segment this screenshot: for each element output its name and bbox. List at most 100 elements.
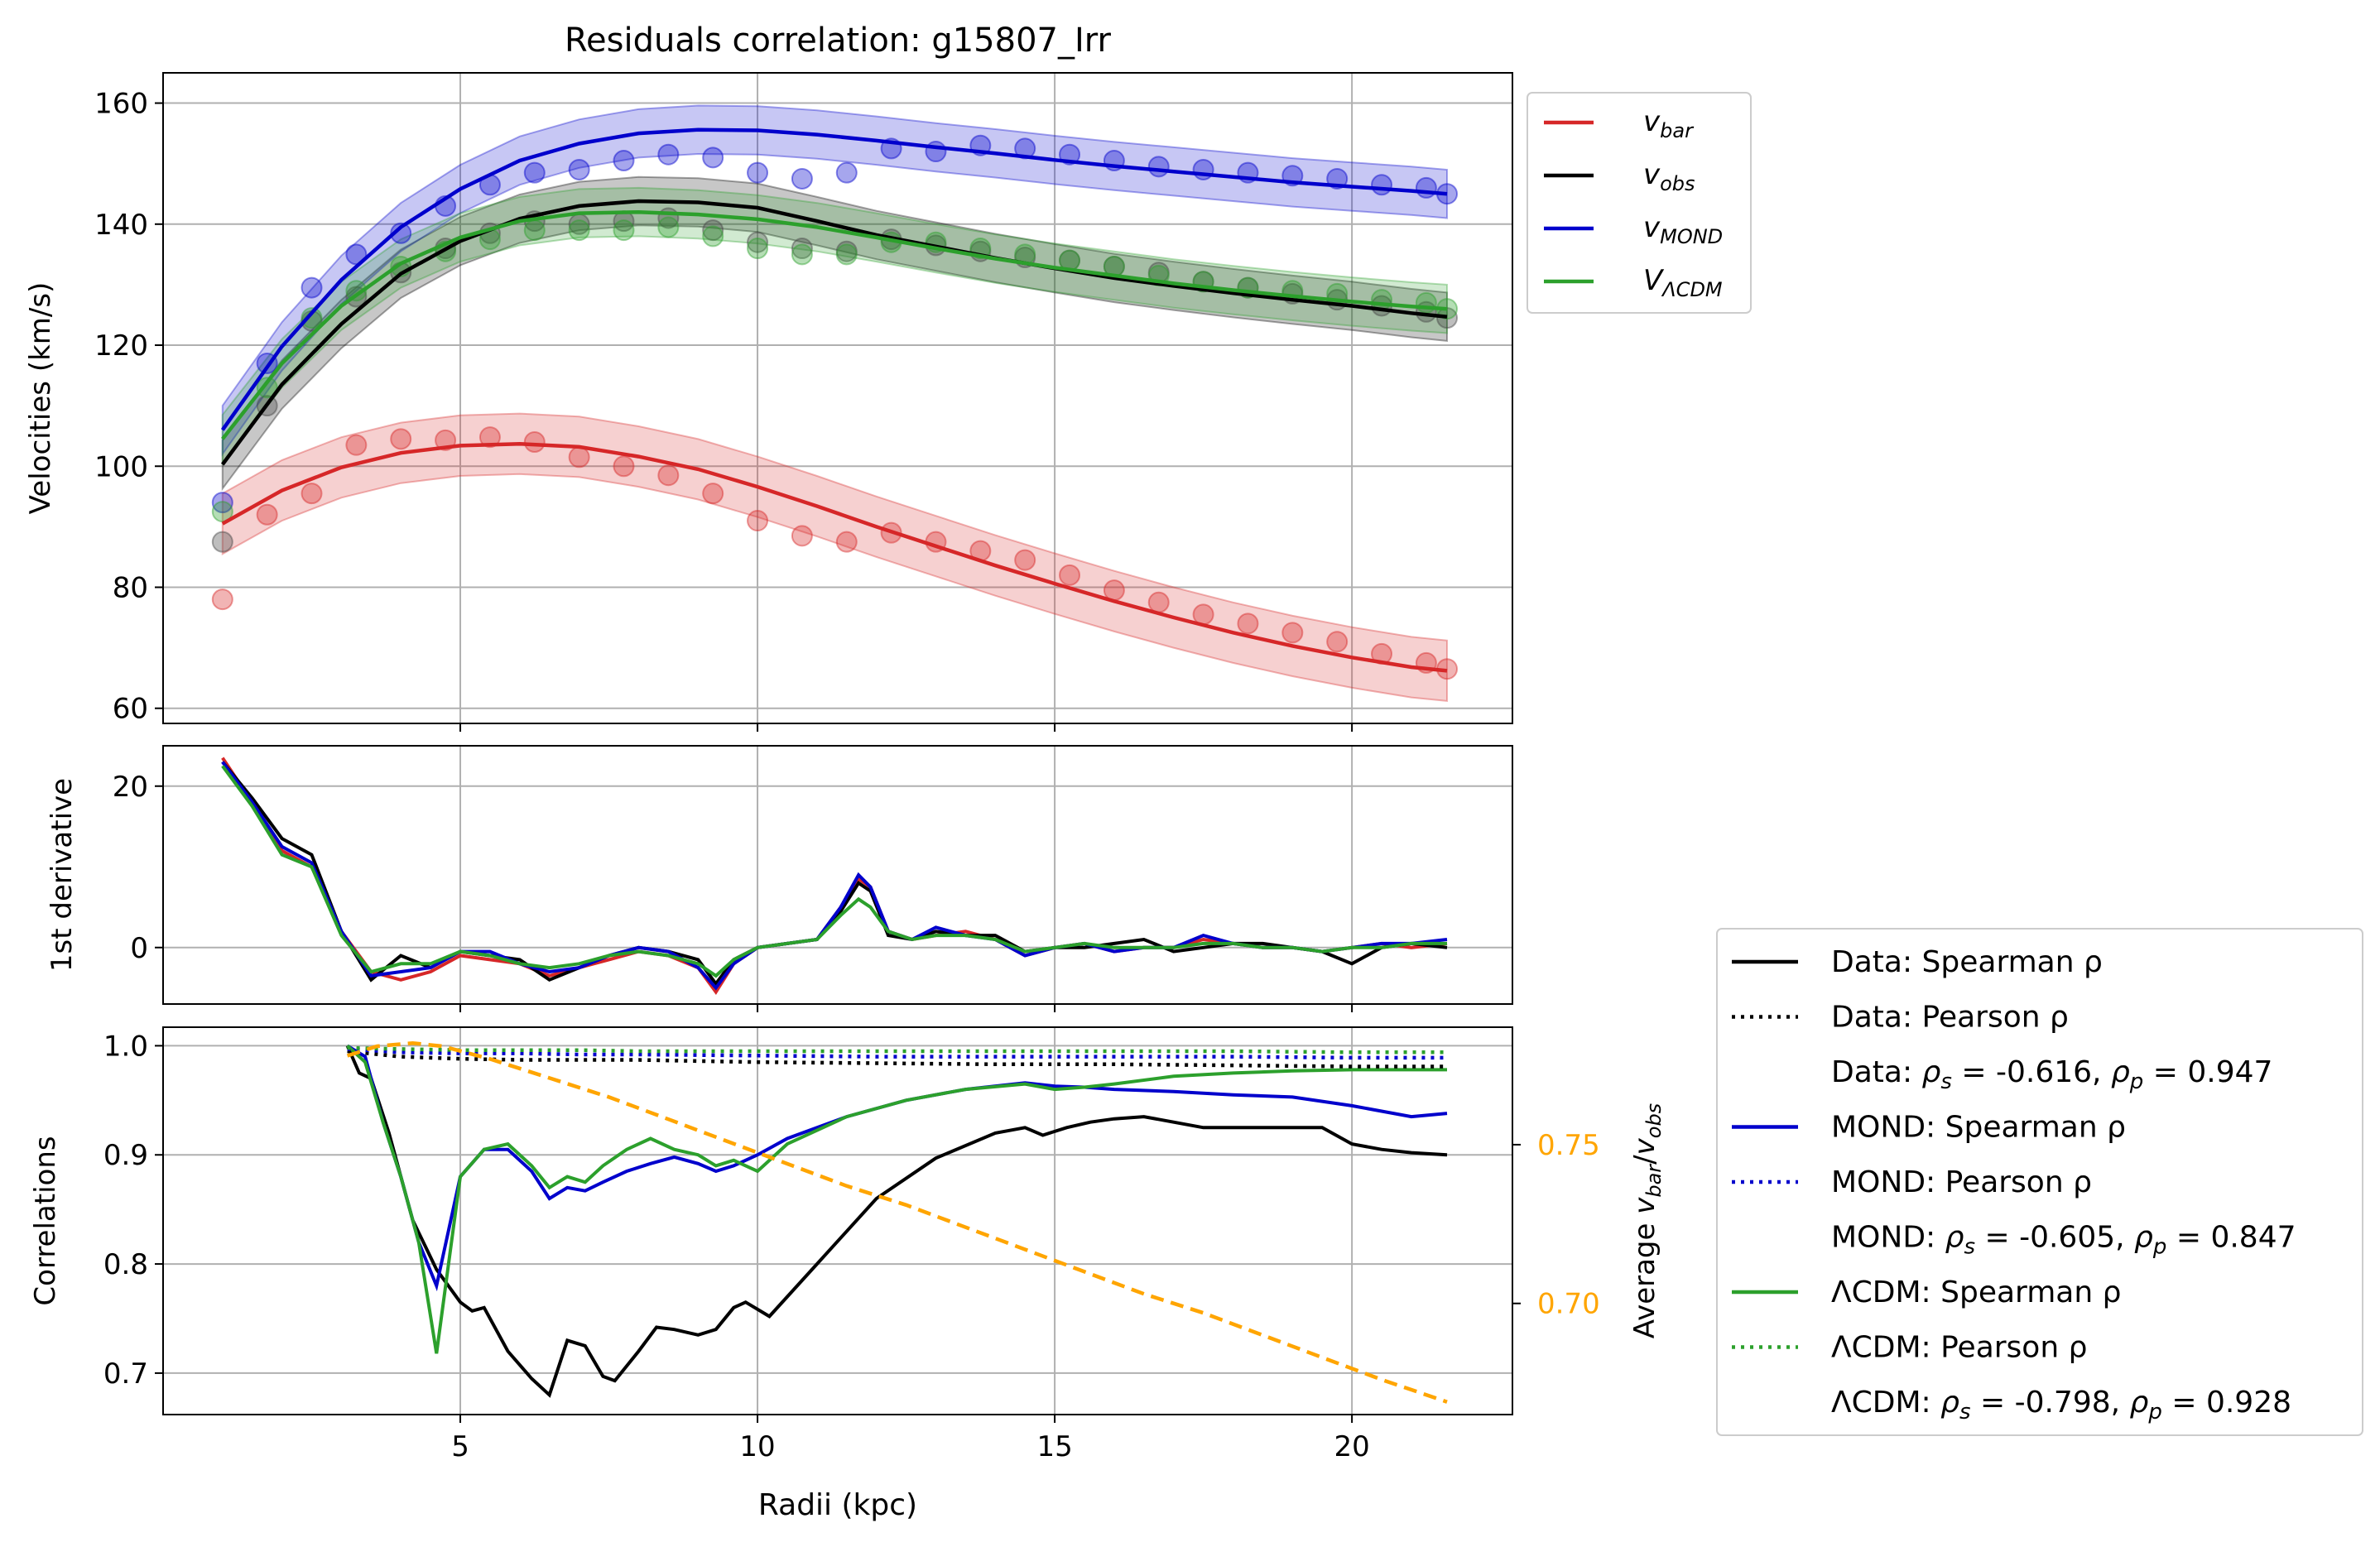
legend-label: Data: ρs = -0.616, ρp = 0.947 — [1831, 1055, 2272, 1094]
x-axis-label: Radii (kpc) — [758, 1488, 917, 1522]
point-v_bar-points — [747, 510, 769, 532]
y-tick-label: 1.0 — [103, 1030, 148, 1063]
point-v_bar-points — [345, 434, 368, 456]
point-v_MOND-points — [747, 161, 769, 184]
legend-label: MOND: ρs = -0.605, ρp = 0.847 — [1831, 1221, 2296, 1260]
corr-line-LCDM-Spearman — [346, 1044, 1447, 1354]
legend-label: vobs — [1643, 158, 1695, 195]
correlations-y-label: Correlations — [29, 1136, 62, 1305]
point-v_obs-points — [835, 240, 858, 262]
legend-label: ΛCDM: ρs = -0.798, ρp = 0.928 — [1831, 1386, 2291, 1424]
correlations-right-y-label: Average vbar/vobs — [1628, 1103, 1666, 1338]
legend-label: MOND: Pearson ρ — [1831, 1165, 2092, 1199]
point-V_LCDM-points — [657, 216, 680, 238]
point-v_MOND-points — [613, 150, 635, 172]
point-v_MOND-points — [1415, 176, 1437, 199]
corr-line-Data-Spearman — [345, 1045, 1448, 1398]
band-v_obs — [221, 175, 1448, 492]
y-tick-label: 140 — [94, 209, 148, 242]
correlations-panel: 0.7 0.8 0.9 1.0 0.70 0.75 5 10 15 20 Correlatio… — [29, 1026, 1666, 1463]
point-V_LCDM-points — [791, 243, 813, 266]
point-v_MOND-points — [925, 141, 947, 163]
figure-title: Residuals correlation: g15807_Irr — [565, 22, 1111, 60]
point-v_bar-points — [1326, 631, 1349, 653]
band-v_bar — [221, 412, 1448, 703]
correlations-legend: Data: Spearman ρ Data: Pearson ρ Data: ρs … — [1716, 928, 2363, 1436]
correlations-lines — [345, 1040, 1448, 1404]
point-v_MOND-points — [1371, 174, 1393, 196]
x-tick-label: 20 — [1334, 1430, 1369, 1463]
point-v_bar-points — [1014, 549, 1036, 571]
velocities-y-ticks: 60 80 100 120 140 160 — [94, 88, 163, 726]
derivative-lines — [221, 757, 1448, 995]
velocities-lines — [220, 127, 1448, 673]
y-tick-label: 20 — [113, 771, 148, 804]
point-v_bar-points — [835, 531, 858, 553]
point-v_bar-points — [211, 589, 233, 611]
velocities-x-ticks — [459, 723, 1353, 732]
point-v_MOND-points — [702, 147, 724, 169]
point-v_MOND-points — [301, 276, 323, 299]
point-V_LCDM-points — [613, 219, 635, 242]
point-v_bar-points — [478, 426, 501, 449]
correlations-x-ticks: 5 10 15 20 — [451, 1415, 1370, 1463]
point-v_bar-points — [1147, 591, 1170, 613]
ratio-line — [346, 1040, 1448, 1404]
point-v_bar-points — [568, 446, 590, 468]
derivative-x-ticks — [459, 1004, 1353, 1012]
point-v_obs-points — [702, 219, 724, 242]
derivative-line-LCDM — [221, 765, 1447, 978]
point-v_MOND-points — [568, 158, 590, 180]
derivative-y-ticks: 0 20 — [113, 771, 163, 965]
point-V_LCDM-points — [568, 219, 590, 242]
legend-label: ΛCDM: Pearson ρ — [1831, 1331, 2087, 1365]
point-v_MOND-points — [791, 167, 813, 190]
point-v_obs-points — [791, 238, 813, 260]
point-v_bar-points — [523, 431, 546, 454]
y-tick-label: 0.8 — [103, 1248, 148, 1281]
velocities-bands — [221, 104, 1448, 703]
point-v_obs-points — [747, 231, 769, 253]
legend-label: ΛCDM: Spearman ρ — [1831, 1276, 2121, 1309]
legend-label: MOND: Spearman ρ — [1831, 1111, 2126, 1145]
y-tick-label: 80 — [113, 571, 148, 604]
y-tick-label: 100 — [94, 450, 148, 483]
x-tick-label: 15 — [1036, 1430, 1072, 1463]
band-V_LCDM — [221, 186, 1448, 466]
derivative-line-MOND — [221, 761, 1448, 991]
y-tick-label: 60 — [113, 693, 148, 726]
point-v_bar-points — [256, 503, 278, 526]
point-V_LCDM-points — [256, 377, 278, 399]
line-v_bar — [221, 441, 1448, 673]
y-tick-label: 160 — [94, 88, 148, 121]
point-V_LCDM-points — [702, 225, 724, 247]
legend-label: vMOND — [1643, 211, 1723, 248]
point-v_bar-points — [613, 455, 635, 478]
point-V_LCDM-points — [301, 307, 323, 329]
point-v_MOND-points — [1147, 156, 1170, 178]
velocities-legend: vbar vobs vMOND VΛCDM — [1527, 92, 1752, 314]
velocities-y-label: Velocities (km/s) — [24, 282, 57, 515]
right-y-tick-label: 0.75 — [1537, 1129, 1600, 1162]
legend-label: Data: Spearman ρ — [1831, 945, 2103, 979]
point-V_LCDM-points — [523, 219, 546, 242]
point-v_MOND-points — [657, 143, 680, 166]
point-v_MOND-points — [390, 222, 412, 244]
band-v_MOND — [221, 104, 1448, 457]
x-tick-label: 10 — [739, 1430, 775, 1463]
point-v_bar-points — [702, 483, 724, 505]
point-v_bar-points — [1281, 622, 1304, 644]
corr-line-MOND-Pearson — [347, 1047, 1447, 1060]
point-v_bar-points — [657, 464, 680, 487]
point-v_MOND-points — [523, 161, 546, 184]
derivative-grid — [163, 746, 1512, 1004]
right-y-tick-label: 0.70 — [1537, 1288, 1600, 1321]
derivative-y-label: 1st derivative — [46, 778, 79, 972]
correlations-right-y-ticks: 0.70 0.75 — [1512, 1129, 1600, 1321]
y-tick-label: 0.7 — [103, 1357, 148, 1391]
legend-label: Data: Pearson ρ — [1831, 1001, 2069, 1035]
point-V_LCDM-points — [835, 243, 858, 266]
point-v_MOND-points — [211, 492, 233, 514]
y-tick-label: 120 — [94, 329, 148, 363]
